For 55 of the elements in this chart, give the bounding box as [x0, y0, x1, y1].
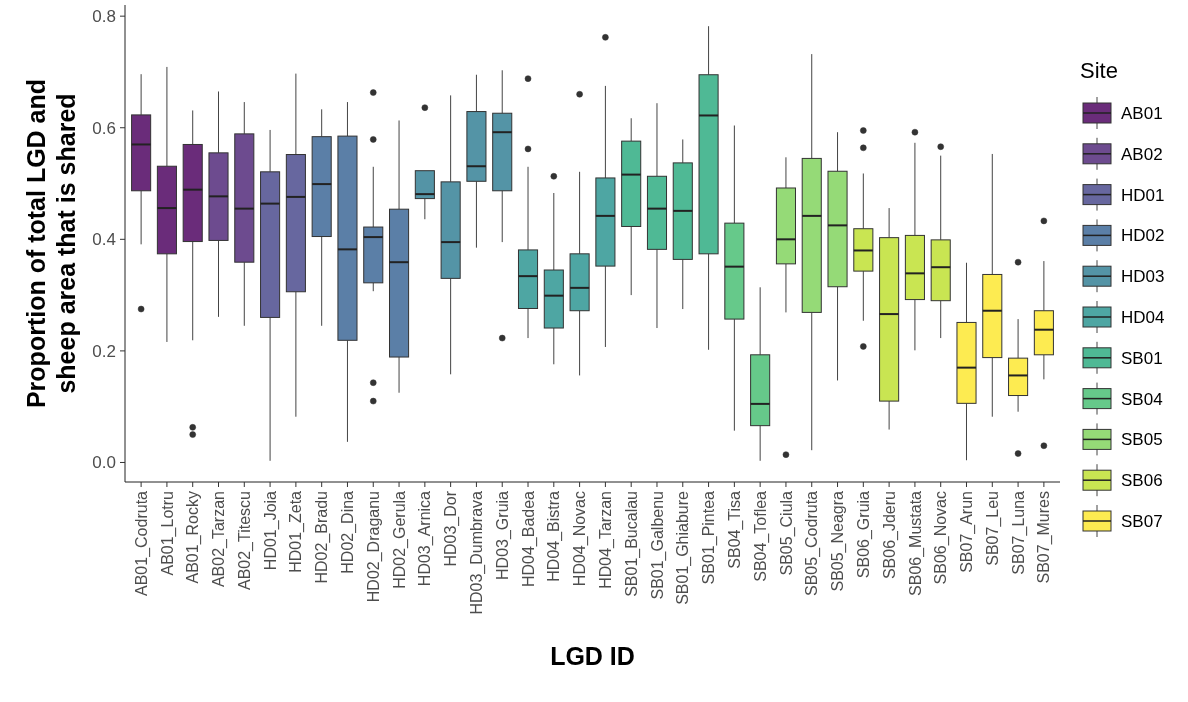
legend-label: SB04 — [1121, 389, 1163, 409]
x-tick-label: HD03_Dor — [442, 490, 461, 567]
x-tick-label: SB05_Codruta — [803, 490, 822, 596]
x-tick-label: AB01_Rocky — [184, 491, 203, 584]
x-tick-label: AB02_Titescu — [235, 491, 254, 591]
legend-label: AB02 — [1121, 144, 1163, 164]
x-tick-label: AB01_Codruta — [132, 490, 151, 596]
x-tick-label: HD03_Arnica — [416, 490, 435, 587]
legend-label: HD01 — [1121, 185, 1165, 205]
x-tick-label: SB06_Jderu — [880, 491, 899, 580]
x-tick-label: SB06_Gruia — [854, 490, 873, 579]
x-tick-label: HD01_Joia — [261, 490, 280, 571]
y-tick-label: 0.6 — [92, 118, 116, 138]
x-tick-label: SB04_Toflea — [751, 490, 770, 582]
legend-title: Site — [1080, 58, 1118, 83]
x-axis-title: LGD ID — [550, 642, 635, 670]
legend-label: HD03 — [1121, 267, 1165, 287]
legend-label: HD04 — [1121, 307, 1165, 327]
x-tick-label: SB01_Ghiabure — [674, 490, 693, 605]
legend-label: SB07 — [1121, 511, 1163, 531]
y-tick-label: 0.8 — [92, 7, 116, 27]
x-tick-label: HD03_Dumbrava — [468, 490, 487, 615]
x-tick-label: HD02_Dina — [339, 490, 358, 574]
legend-label: AB01 — [1121, 103, 1163, 123]
x-tick-label: SB06_Novac — [932, 491, 951, 585]
x-tick-label: SB07_Arun — [958, 491, 977, 573]
legend-label: SB06 — [1121, 471, 1163, 491]
legend-label: SB01 — [1121, 348, 1163, 368]
y-tick-label: 0.2 — [92, 341, 116, 361]
x-tick-label: SB06_Mustata — [906, 490, 925, 596]
x-tick-label: HD04_Novac — [571, 491, 590, 587]
x-tick-label: AB02_Tarzan — [210, 491, 229, 588]
x-tick-label: SB01_Bucalau — [622, 491, 641, 597]
x-tick-label: HD04_Tarzan — [597, 491, 615, 589]
x-tick-label: AB01_Lotru — [158, 491, 177, 576]
y-axis-title: Proportion of total LGD and sheep area that is shared — [22, 78, 80, 409]
x-tick-label: SB05_Neagra — [829, 490, 848, 592]
legend-label: HD02 — [1121, 226, 1165, 246]
x-tick-label: HD02_Draganu — [364, 491, 383, 603]
x-tick-label: HD04_Badea — [519, 490, 538, 588]
legend-label: SB05 — [1121, 430, 1163, 450]
x-tick-label: SB04_Tisa — [725, 490, 744, 569]
x-tick-label: SB01_Galbenu — [648, 491, 667, 600]
x-tick-label: HD04_Bistra — [545, 490, 564, 582]
y-tick-label: 0.0 — [92, 453, 116, 473]
y-tick-label: 0.4 — [92, 230, 116, 250]
x-tick-label: SB07_Mures — [1035, 491, 1054, 584]
x-tick-label: HD01_Zeta — [287, 490, 306, 573]
x-tick-label: HD03_Gruia — [493, 490, 512, 580]
x-tick-label: SB07_Luna — [1009, 490, 1028, 575]
x-tick-label: HD02_Bradu — [313, 491, 332, 584]
x-tick-label: SB01_Pintea — [700, 490, 719, 585]
x-tick-label: HD02_Gerula — [390, 490, 409, 589]
x-tick-label: SB05_Ciula — [777, 490, 796, 576]
x-tick-label: SB07_Leu — [983, 491, 1002, 566]
